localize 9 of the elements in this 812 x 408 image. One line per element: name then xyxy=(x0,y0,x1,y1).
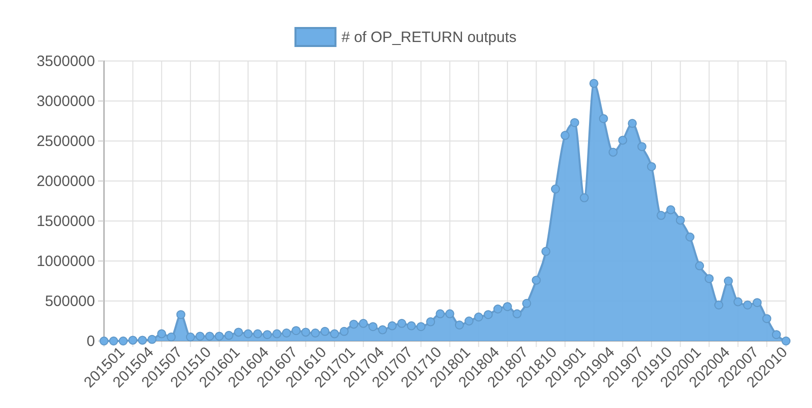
y-tick-label: 3500000 xyxy=(36,52,95,70)
y-tick-label: 2500000 xyxy=(36,132,95,150)
y-tick-label: 1500000 xyxy=(36,212,95,230)
y-tick-label: 0 xyxy=(86,332,95,350)
y-tick-label: 3000000 xyxy=(36,92,95,110)
y-tick-label: 2000000 xyxy=(36,172,95,190)
legend-label: # of OP_RETURN outputs xyxy=(341,29,517,46)
y-tick-label: 500000 xyxy=(44,292,95,310)
y-tick-label: 1000000 xyxy=(36,252,95,270)
